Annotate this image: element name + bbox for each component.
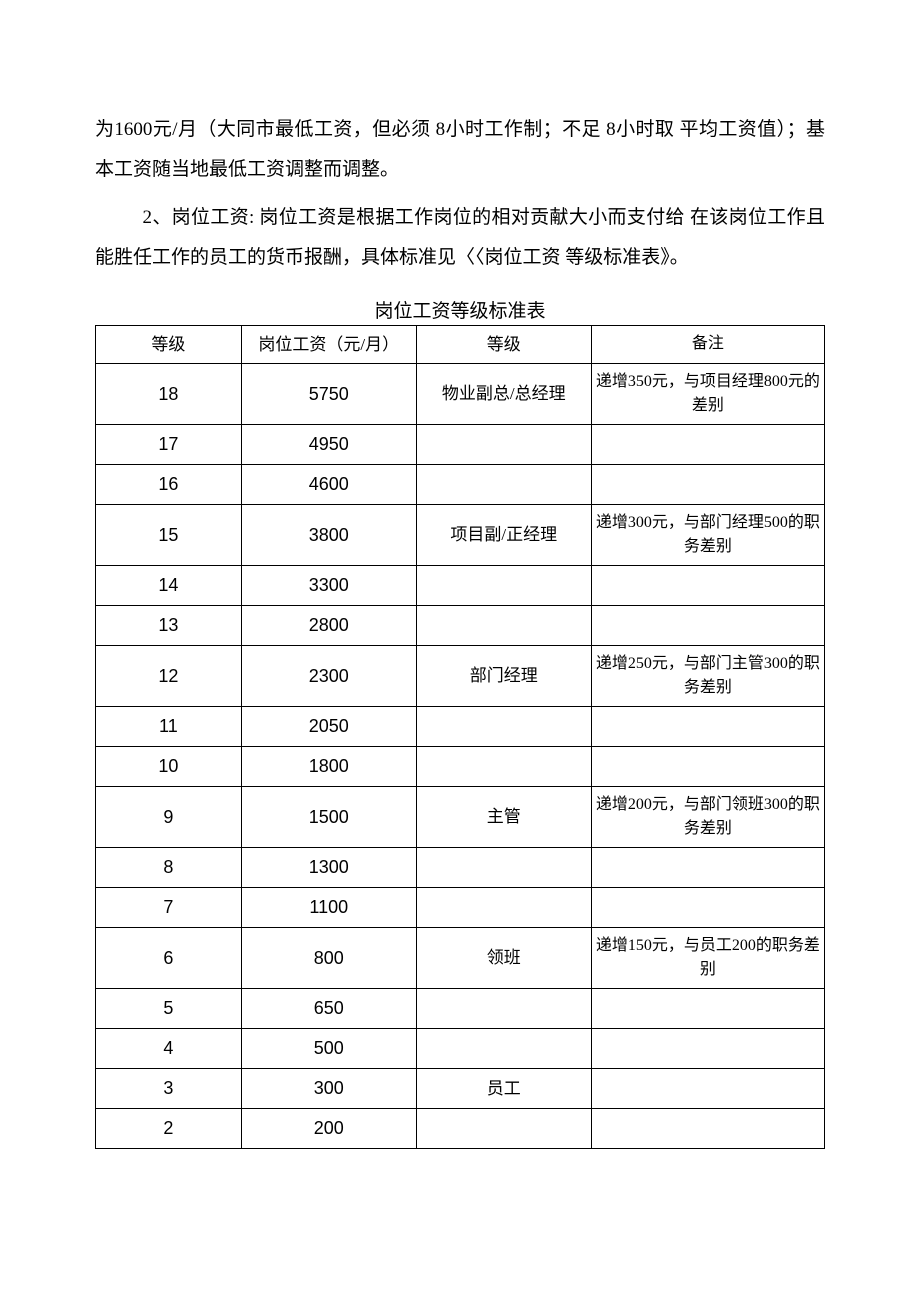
cell-grade: 物业副总/总经理 bbox=[416, 364, 591, 425]
cell-remark bbox=[591, 566, 824, 606]
table-row: 2200 bbox=[96, 1109, 825, 1149]
cell-salary: 2300 bbox=[241, 646, 416, 707]
cell-grade bbox=[416, 606, 591, 646]
cell-level: 10 bbox=[96, 747, 242, 787]
cell-level: 11 bbox=[96, 707, 242, 747]
cell-salary: 300 bbox=[241, 1069, 416, 1109]
cell-salary: 4950 bbox=[241, 425, 416, 465]
table-row: 6800领班递增150元，与员工200的职务差别 bbox=[96, 928, 825, 989]
cell-salary: 2050 bbox=[241, 707, 416, 747]
cell-salary: 200 bbox=[241, 1109, 416, 1149]
cell-salary: 3300 bbox=[241, 566, 416, 606]
table-row: 164600 bbox=[96, 465, 825, 505]
cell-remark: 递增350元，与项目经理800元的差别 bbox=[591, 364, 824, 425]
cell-remark bbox=[591, 707, 824, 747]
cell-grade bbox=[416, 989, 591, 1029]
header-remark: 备注 bbox=[591, 325, 824, 364]
cell-level: 4 bbox=[96, 1029, 242, 1069]
cell-level: 14 bbox=[96, 566, 242, 606]
cell-remark bbox=[591, 465, 824, 505]
cell-salary: 3800 bbox=[241, 505, 416, 566]
header-grade: 等级 bbox=[416, 325, 591, 364]
header-salary: 岗位工资（元/月） bbox=[241, 325, 416, 364]
cell-grade: 员工 bbox=[416, 1069, 591, 1109]
cell-remark bbox=[591, 888, 824, 928]
cell-level: 8 bbox=[96, 848, 242, 888]
cell-salary: 1800 bbox=[241, 747, 416, 787]
cell-grade: 项目副/正经理 bbox=[416, 505, 591, 566]
table-row: 112050 bbox=[96, 707, 825, 747]
cell-level: 13 bbox=[96, 606, 242, 646]
cell-level: 9 bbox=[96, 787, 242, 848]
table-row: 71100 bbox=[96, 888, 825, 928]
cell-remark bbox=[591, 989, 824, 1029]
cell-grade bbox=[416, 425, 591, 465]
cell-grade: 领班 bbox=[416, 928, 591, 989]
cell-remark bbox=[591, 1069, 824, 1109]
table-row: 122300部门经理递增250元，与部门主管300的职务差别 bbox=[96, 646, 825, 707]
header-level: 等级 bbox=[96, 325, 242, 364]
table-row: 91500主管递增200元，与部门领班300的职务差别 bbox=[96, 787, 825, 848]
cell-level: 6 bbox=[96, 928, 242, 989]
cell-level: 2 bbox=[96, 1109, 242, 1149]
paragraph-position-salary: 2、岗位工资: 岗位工资是根据工作岗位的相对贡献大小而支付给 在该岗位工作且能胜… bbox=[95, 198, 825, 278]
cell-remark: 递增150元，与员工200的职务差别 bbox=[591, 928, 824, 989]
cell-salary: 500 bbox=[241, 1029, 416, 1069]
cell-remark bbox=[591, 848, 824, 888]
cell-salary: 5750 bbox=[241, 364, 416, 425]
cell-grade bbox=[416, 747, 591, 787]
cell-grade bbox=[416, 465, 591, 505]
cell-remark bbox=[591, 425, 824, 465]
table-row: 132800 bbox=[96, 606, 825, 646]
cell-salary: 650 bbox=[241, 989, 416, 1029]
cell-level: 17 bbox=[96, 425, 242, 465]
cell-grade bbox=[416, 1029, 591, 1069]
table-row: 101800 bbox=[96, 747, 825, 787]
paragraph-basic-salary: 为1600元/月（大同市最低工资，但必须 8小时工作制；不足 8小时取 平均工资… bbox=[95, 110, 825, 190]
cell-grade bbox=[416, 888, 591, 928]
cell-level: 7 bbox=[96, 888, 242, 928]
cell-remark bbox=[591, 1029, 824, 1069]
cell-grade bbox=[416, 848, 591, 888]
cell-grade: 主管 bbox=[416, 787, 591, 848]
cell-grade bbox=[416, 707, 591, 747]
table-row: 153800项目副/正经理递增300元，与部门经理500的职务差别 bbox=[96, 505, 825, 566]
cell-grade: 部门经理 bbox=[416, 646, 591, 707]
cell-level: 16 bbox=[96, 465, 242, 505]
cell-level: 12 bbox=[96, 646, 242, 707]
cell-grade bbox=[416, 566, 591, 606]
table-row: 3300员工 bbox=[96, 1069, 825, 1109]
cell-salary: 2800 bbox=[241, 606, 416, 646]
cell-salary: 4600 bbox=[241, 465, 416, 505]
cell-remark bbox=[591, 747, 824, 787]
cell-level: 3 bbox=[96, 1069, 242, 1109]
table-row: 174950 bbox=[96, 425, 825, 465]
cell-remark: 递增300元，与部门经理500的职务差别 bbox=[591, 505, 824, 566]
table-row: 185750物业副总/总经理递增350元，与项目经理800元的差别 bbox=[96, 364, 825, 425]
cell-remark bbox=[591, 606, 824, 646]
table-row: 4500 bbox=[96, 1029, 825, 1069]
table-row: 81300 bbox=[96, 848, 825, 888]
cell-grade bbox=[416, 1109, 591, 1149]
cell-salary: 800 bbox=[241, 928, 416, 989]
cell-remark bbox=[591, 1109, 824, 1149]
cell-remark: 递增200元，与部门领班300的职务差别 bbox=[591, 787, 824, 848]
cell-remark: 递增250元，与部门主管300的职务差别 bbox=[591, 646, 824, 707]
cell-salary: 1500 bbox=[241, 787, 416, 848]
cell-level: 5 bbox=[96, 989, 242, 1029]
salary-grade-table: 等级 岗位工资（元/月） 等级 备注 185750物业副总/总经理递增350元，… bbox=[95, 325, 825, 1150]
table-title: 岗位工资等级标准表 bbox=[95, 296, 825, 323]
cell-salary: 1300 bbox=[241, 848, 416, 888]
cell-level: 18 bbox=[96, 364, 242, 425]
cell-salary: 1100 bbox=[241, 888, 416, 928]
table-row: 5650 bbox=[96, 989, 825, 1029]
cell-level: 15 bbox=[96, 505, 242, 566]
table-row: 143300 bbox=[96, 566, 825, 606]
table-header-row: 等级 岗位工资（元/月） 等级 备注 bbox=[96, 325, 825, 364]
